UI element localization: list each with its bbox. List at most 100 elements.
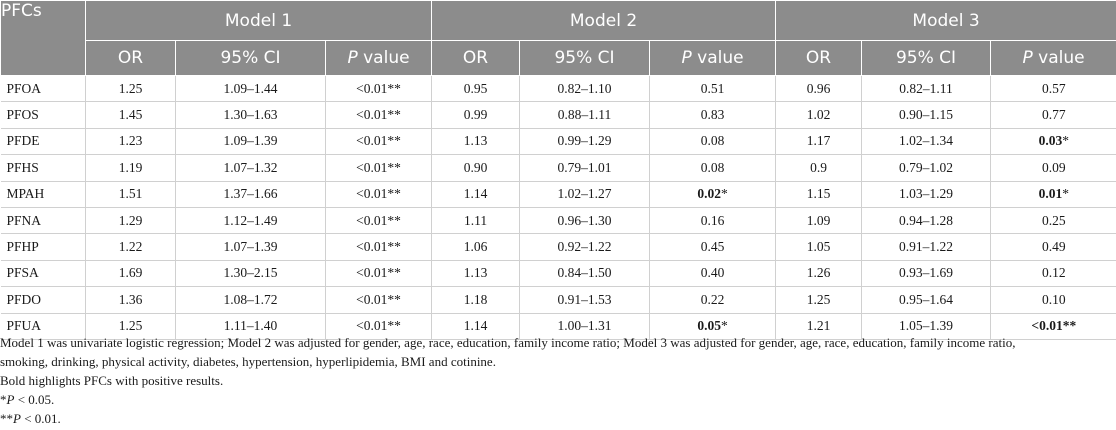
p-value-header: P value [649, 40, 777, 76]
pfcs-header: PFCs [0, 0, 86, 76]
or-cell: 0.9 [775, 154, 862, 182]
or-cell: 1.15 [775, 180, 862, 208]
or-cell: 1.11 [431, 206, 520, 235]
table-row: PFOA 1.25 1.09–1.44 <0.01** 0.95 0.82–1.10 0.5… [0, 74, 1116, 103]
ci-cell: 0.79–1.01 [519, 154, 650, 182]
footnote-sig-01: **P < 0.01. [0, 411, 61, 426]
model-2-header: Model 2 [431, 0, 777, 41]
footnote-models-cont: smoking, drinking, physical activity, di… [0, 354, 496, 369]
or-cell: 1.25 [85, 74, 176, 103]
or-cell: 1.17 [775, 127, 862, 156]
table-row: PFDE 1.23 1.09–1.39 <0.01** 1.13 0.99–1.29 0.0… [0, 127, 1116, 156]
p-value-header: P value [324, 40, 433, 76]
or-cell: 1.29 [85, 206, 176, 235]
or-cell: 1.51 [85, 180, 176, 208]
pfc-name: PFSA [0, 259, 86, 288]
pfc-name: PFDO [0, 286, 86, 314]
ci-cell: 0.91–1.22 [861, 233, 991, 261]
ci-cell: 0.95–1.64 [861, 286, 991, 314]
ci-cell: 0.91–1.53 [519, 286, 650, 314]
ci-cell: 1.09–1.39 [175, 127, 326, 156]
or-cell: 1.22 [85, 233, 176, 261]
p-value-cell: <0.01** [324, 127, 432, 156]
ci-cell: 1.00–1.31 [519, 312, 650, 340]
p-value-cell: 0.10 [990, 286, 1116, 314]
table-row: PFSA 1.69 1.30–2.15 <0.01** 1.13 0.84–1.50 0.4… [0, 259, 1116, 288]
table-row: PFNA 1.29 1.12–1.49 <0.01** 1.11 0.96–1.30 0.1… [0, 206, 1116, 235]
pfc-name: PFNA [0, 206, 86, 235]
ci-cell: 1.02–1.34 [861, 127, 991, 156]
p-value-header: P value [990, 40, 1116, 76]
p-value-cell: <0.01** [324, 206, 432, 235]
ci-cell: 0.96–1.30 [519, 206, 650, 235]
or-cell: 1.21 [775, 312, 862, 340]
p-value-cell: 0.08 [649, 127, 776, 156]
p-value-cell: 0.49 [990, 233, 1116, 261]
p-value-cell: 0.77 [990, 101, 1116, 129]
ci-cell: 1.11–1.40 [175, 312, 326, 340]
or-cell: 1.19 [85, 154, 176, 182]
table-body: PFOA 1.25 1.09–1.44 <0.01** 0.95 0.82–1.10 0.5… [0, 74, 1116, 340]
ci-cell: 1.05–1.39 [861, 312, 991, 340]
p-value-cell: <0.01** [324, 180, 432, 208]
or-cell: 1.14 [431, 312, 520, 340]
p-value-cell: 0.01* [990, 180, 1116, 208]
or-cell: 1.13 [431, 127, 520, 156]
or-header: OR [85, 40, 176, 76]
p-value-cell: <0.01** [990, 312, 1116, 340]
pfc-name: PFOS [0, 101, 86, 129]
table-row: PFOS 1.45 1.30–1.63 <0.01** 0.99 0.88–1.11 0.8… [0, 101, 1116, 129]
ci-cell: 1.02–1.27 [519, 180, 650, 208]
p-value-cell: <0.01** [324, 101, 432, 129]
p-value-cell: 0.51 [649, 74, 776, 103]
p-value-cell: <0.01** [324, 233, 432, 261]
p-value-cell: <0.01** [324, 154, 432, 182]
p-value-cell: 0.25 [990, 206, 1116, 235]
or-cell: 1.13 [431, 259, 520, 288]
pfc-name: PFOA [0, 74, 86, 103]
p-value-cell: 0.45 [649, 233, 776, 261]
p-value-cell: 0.22 [649, 286, 776, 314]
ci-cell: 0.92–1.22 [519, 233, 650, 261]
p-value-cell: 0.12 [990, 259, 1116, 288]
ci-cell: 0.93–1.69 [861, 259, 991, 288]
or-cell: 1.09 [775, 206, 862, 235]
p-value-cell: 0.09 [990, 154, 1116, 182]
ci-cell: 1.07–1.39 [175, 233, 326, 261]
ci-cell: 0.82–1.11 [861, 74, 991, 103]
ci-cell: 0.99–1.29 [519, 127, 650, 156]
model-1-header: Model 1 [84, 0, 433, 41]
ci-cell: 1.30–2.15 [175, 259, 326, 288]
p-value-cell: <0.01** [324, 74, 432, 103]
p-value-cell: 0.03* [990, 127, 1116, 156]
pfc-name: PFHS [0, 154, 86, 182]
pfc-name: MPAH [0, 180, 86, 208]
ci-cell: 1.03–1.29 [861, 180, 991, 208]
ci-cell: 0.82–1.10 [519, 74, 650, 103]
p-value-cell: 0.83 [649, 101, 776, 129]
pfc-name: PFDE [0, 127, 86, 156]
ci-cell: 1.30–1.63 [175, 101, 326, 129]
or-cell: 1.25 [775, 286, 862, 314]
or-header: OR [775, 40, 863, 76]
or-cell: 1.05 [775, 233, 862, 261]
or-header: OR [431, 40, 521, 76]
or-cell: 1.69 [85, 259, 176, 288]
pfc-name: PFUA [0, 312, 86, 340]
table-footnotes: Model 1 was univariate logistic regressi… [0, 333, 1116, 428]
footnote-sig-05: *P < 0.05. [0, 392, 55, 407]
ci-cell: 0.84–1.50 [519, 259, 650, 288]
or-cell: 0.99 [431, 101, 520, 129]
or-cell: 1.06 [431, 233, 520, 261]
table-row: PFHP 1.22 1.07–1.39 <0.01** 1.06 0.92–1.22 0.4… [0, 233, 1116, 261]
p-value-cell: 0.40 [649, 259, 776, 288]
table-row: MPAH 1.51 1.37–1.66 <0.01** 1.14 1.02–1.27 0.0… [0, 180, 1116, 208]
ci-header: 95% CI [519, 40, 651, 76]
table-row: PFHS 1.19 1.07–1.32 <0.01** 0.90 0.79–1.01 0.0… [0, 154, 1116, 182]
ci-cell: 1.12–1.49 [175, 206, 326, 235]
table-row: PFUA 1.25 1.11–1.40 <0.01** 1.14 1.00–1.31 0.0… [0, 312, 1116, 340]
table-row: PFDO 1.36 1.08–1.72 <0.01** 1.18 0.91–1.53 0.2… [0, 286, 1116, 314]
ci-header: 95% CI [175, 40, 326, 76]
ci-cell: 0.94–1.28 [861, 206, 991, 235]
ci-cell: 1.37–1.66 [175, 180, 326, 208]
